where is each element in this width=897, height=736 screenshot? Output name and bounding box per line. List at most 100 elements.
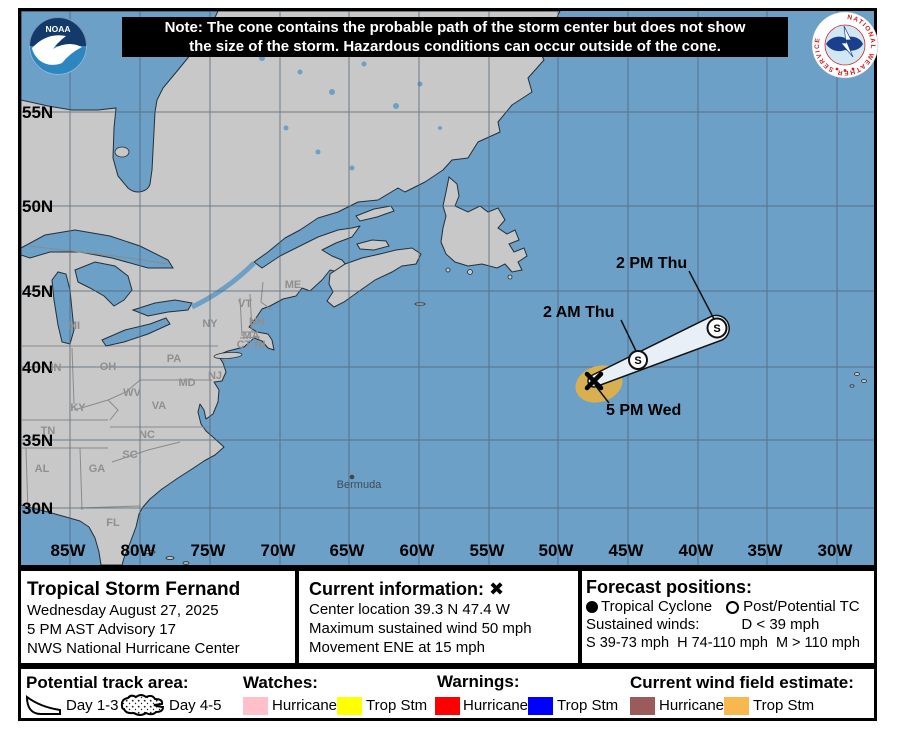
state-label: GA [89,463,106,475]
state-label: PA [167,353,182,365]
nws-logo: NATIONAL WEATHER SERVICE [811,11,879,79]
lon-label: 40W [679,541,715,560]
wind-class-d: D < 39 mph [741,616,820,633]
forecast-symbols-row: Tropical Cyclone Post/Potential TC [586,598,874,616]
canada-border [29,245,169,265]
quebec-lakes [259,55,442,171]
advisory-number: 5 PM AST Advisory 17 [27,621,176,638]
potential-track-heading: Potential track area: [26,673,189,692]
hurricane-windfield-swatch [630,697,655,715]
lat-labels: 55N 50N 45N 40N 35N 30N [22,103,53,518]
day13-cone-icon [25,695,61,715]
forecast-positions-heading: Forecast positions: [586,577,753,597]
state-label: TN [41,425,56,437]
lon-label: 70W [261,541,297,560]
day13-label: Day 1-3 [66,697,119,714]
state-label: FL [106,517,120,529]
state-label: RI [255,339,266,351]
noaa-logo: NOAA [29,17,87,75]
watches-heading: Watches: [243,673,318,692]
lon-label: 35W [748,541,784,560]
ts-windfield-swatch [724,697,749,715]
anticosti-island [355,205,395,222]
movement: Movement ENE at 15 mph [309,639,485,656]
note-line1: Note: The cone contains the probable pat… [164,19,746,36]
hurricane-watch-swatch [243,697,268,715]
ts-watch-swatch [337,697,362,715]
graticule [21,11,874,565]
current-info-block: Current information: ✖ Center location 3… [309,571,571,663]
state-label: IN [51,362,62,374]
ts-warning-label: Trop Stm [557,697,619,714]
state-label: VA [152,400,167,412]
state-labels: MI IN OH WV KY TN AL GA SC FL NC VA PA N… [35,279,302,529]
pei-island [356,239,390,251]
leader-line [688,270,715,320]
state-label: NJ [208,370,222,382]
lon-labels: 85W 80W 75W 70W 65W 60W 55W 50W 45W 40W … [51,541,854,560]
lat-label: 50N [22,197,53,216]
windfield-heading: Current wind field estimate: [630,673,854,692]
lon-label: 80W [121,541,157,560]
day45-cone-icon [120,694,165,716]
forecast-point-12h [628,350,648,370]
day45-label: Day 4-5 [169,697,222,714]
leader-line [620,319,637,352]
post-potential-circle-icon [726,600,740,614]
state-label: MA [242,330,259,342]
state-label: OH [100,361,117,373]
wind-classes-row: S 39-73 mph H 74-110 mph M > 110 mph [586,635,860,651]
intensity-marker: S [634,355,641,367]
post-potential-label: Post/Potential TC [743,598,860,615]
info-panel: Tropical Storm Fernand Wednesday August … [18,568,877,666]
tropical-cyclone-dot-icon [586,601,598,613]
legend-panel: Potential track area: Day 1-3 Day 4-5 Wa… [18,666,877,721]
noaa-logo-text: NOAA [45,24,70,34]
lon-label: 55W [470,541,506,560]
st-lawrence-river [190,261,256,310]
newfoundland [440,176,528,273]
map-panel: 55N 50N 45N 40N 35N 30N 85W 80W 75W 70W … [18,8,877,568]
noaa-seagull-icon [32,35,82,65]
map-svg: 55N 50N 45N 40N 35N 30N 85W 80W 75W 70W … [21,11,874,565]
bermuda-island [349,474,355,480]
center-location: Center location 39.3 N 47.4 W [309,601,510,618]
ts-warning-swatch [528,697,553,715]
note-line2: the size of the storm. Hazardous conditi… [189,38,721,55]
james-bay-island [114,146,130,158]
nws-lightning-icon [840,25,854,58]
current-time-label: 5 PM Wed [606,402,681,419]
note-bar: Note: The cone contains the probable pat… [122,17,788,57]
state-label: WV [123,387,141,399]
state-label: AL [35,463,50,475]
current-position-x-glyph: ✖ [489,579,505,600]
lon-label: 30W [818,541,854,560]
current-info-heading-text: Current information: [309,579,484,599]
forecast-time-label: 2 PM Thu [616,255,687,272]
lat-label: 45N [22,282,53,301]
lat-label: 40N [22,358,53,377]
forecast-positions-block: Forecast positions: Tropical Cyclone Pos… [586,571,874,663]
lon-label: 45W [609,541,645,560]
storm-track: S S 2 AM Thu 2 PM Thu 5 PM Wed [543,255,730,419]
sustained-winds-row: Sustained winds: D < 39 mph [586,616,874,634]
current-info-heading: Current information: ✖ [309,579,571,600]
tropical-cyclone-label: Tropical Cyclone [601,598,713,615]
lon-label: 75W [191,541,227,560]
lon-label: 85W [51,541,87,560]
state-label: CT [237,339,252,351]
divider [578,571,582,663]
lat-label: 55N [22,103,53,122]
storm-title-block: Tropical Storm Fernand Wednesday August … [27,571,289,663]
leader-line [594,384,610,404]
lon-label: 50W [539,541,575,560]
small-islands [144,267,867,565]
intensity-marker: S [713,323,720,335]
state-label: MD [178,377,195,389]
divider [295,571,299,663]
max-sustained-wind: Maximum sustained wind 50 mph [309,620,532,637]
bermuda-label: Bermuda [337,479,383,491]
hurricane-watch-label: Hurricane [272,697,338,714]
state-label: VT [238,298,252,310]
